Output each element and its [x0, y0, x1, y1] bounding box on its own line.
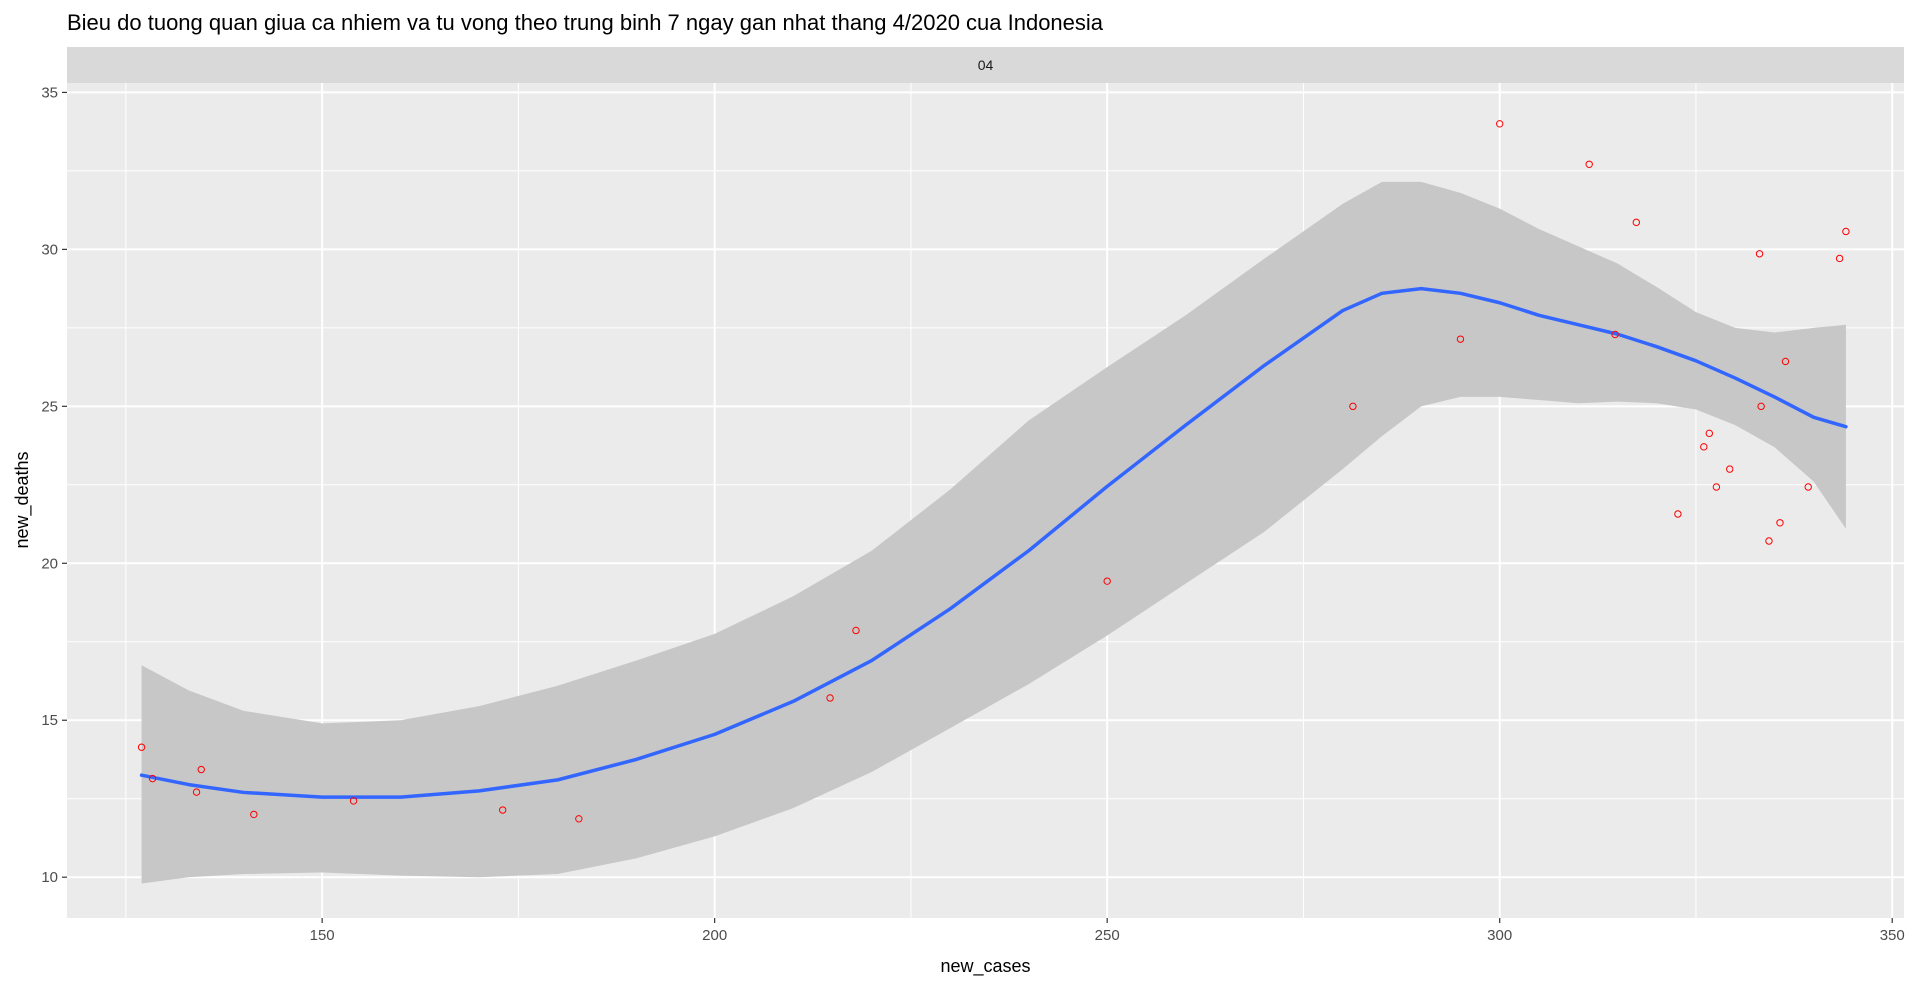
facet-strip-label: 04	[978, 57, 994, 73]
y-tick-label: 10	[41, 869, 58, 886]
y-tick-label: 25	[41, 398, 58, 415]
data-point	[1456, 335, 1465, 343]
data-point	[1632, 218, 1641, 227]
data-point	[1705, 429, 1714, 438]
y-tick-label: 30	[41, 241, 58, 258]
data-point	[1496, 120, 1504, 128]
data-point	[826, 694, 834, 702]
data-point	[148, 774, 157, 783]
data-point	[1835, 254, 1844, 263]
plot-panel: 04	[67, 47, 1904, 918]
data-point	[852, 626, 860, 635]
chart-title: Bieu do tuong quan giua ca nhiem va tu v…	[67, 10, 1104, 35]
data-point	[1585, 160, 1593, 169]
data-point	[1726, 465, 1734, 473]
grid-major	[67, 83, 1904, 918]
facet-strip	[67, 47, 1904, 83]
data-point	[250, 810, 258, 819]
y-tick-label: 35	[41, 84, 58, 101]
x-axis: 150 200 250 300 350	[310, 918, 1905, 944]
x-tick-label: 250	[1095, 927, 1120, 944]
data-point	[1712, 483, 1721, 491]
x-tick-label: 300	[1487, 927, 1512, 944]
data-point	[498, 806, 507, 814]
confidence-band	[141, 181, 1846, 884]
x-tick-label: 200	[702, 927, 727, 944]
data-point	[1765, 537, 1773, 545]
y-axis-title: new_deaths	[12, 451, 33, 548]
data-point	[1757, 402, 1765, 411]
data-point	[137, 743, 146, 751]
x-tick-label: 350	[1880, 927, 1905, 944]
data-point	[1103, 577, 1111, 585]
data-point	[197, 765, 205, 774]
data-point	[1611, 330, 1619, 339]
data-point	[349, 797, 358, 805]
x-axis-title: new_cases	[940, 956, 1030, 977]
points-layer	[137, 120, 1850, 823]
data-point	[1674, 510, 1682, 518]
data-point	[1804, 483, 1812, 491]
data-point	[1842, 227, 1850, 236]
y-tick-label: 15	[41, 712, 58, 729]
data-point	[1755, 250, 1764, 258]
data-point	[1776, 519, 1784, 527]
y-axis: 10 15 20 25 30 35	[41, 84, 67, 886]
data-point	[575, 815, 583, 823]
smooth-line-layer	[139, 286, 1848, 799]
confidence-band-layer	[141, 181, 1846, 884]
y-tick-label: 20	[41, 555, 58, 572]
data-point	[192, 788, 201, 796]
data-point	[1700, 443, 1708, 451]
data-point	[1781, 357, 1790, 366]
data-point	[1349, 402, 1357, 411]
smooth-line	[139, 286, 1848, 799]
x-tick-label: 150	[310, 927, 335, 944]
